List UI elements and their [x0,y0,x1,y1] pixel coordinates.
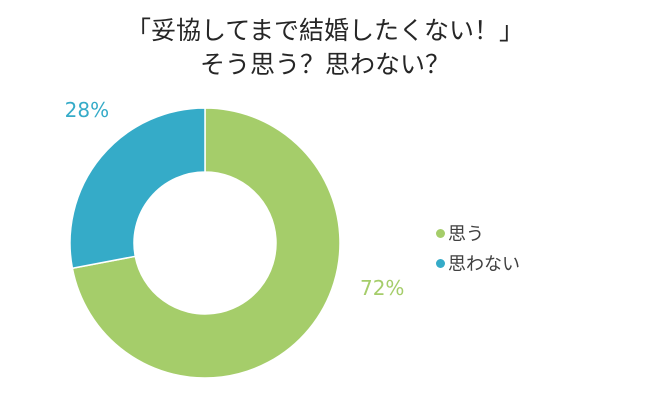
slice-omowanai [69,107,206,270]
legend-label-omowanai: 思わない [448,254,520,275]
slice-omou [71,107,341,379]
data-label-omou: 72% [360,276,404,300]
legend-item-omowanai: 思わない [436,248,520,278]
legend-item-omou: 思う [436,218,520,248]
chart-title-block: 「妥協してまで結婚したくない！」 そう思う？思わない？ [0,14,650,82]
data-label-omowanai: 28% [65,98,109,122]
legend-label-omou: 思う [448,224,484,245]
legend-swatch-omowanai [436,258,445,268]
legend: 思う 思わない [436,218,520,278]
legend-swatch-omou [436,228,445,238]
chart-title: 「妥協してまで結婚したくない！」 [125,16,524,45]
chart-subtitle: そう思う？思わない？ [199,50,450,79]
